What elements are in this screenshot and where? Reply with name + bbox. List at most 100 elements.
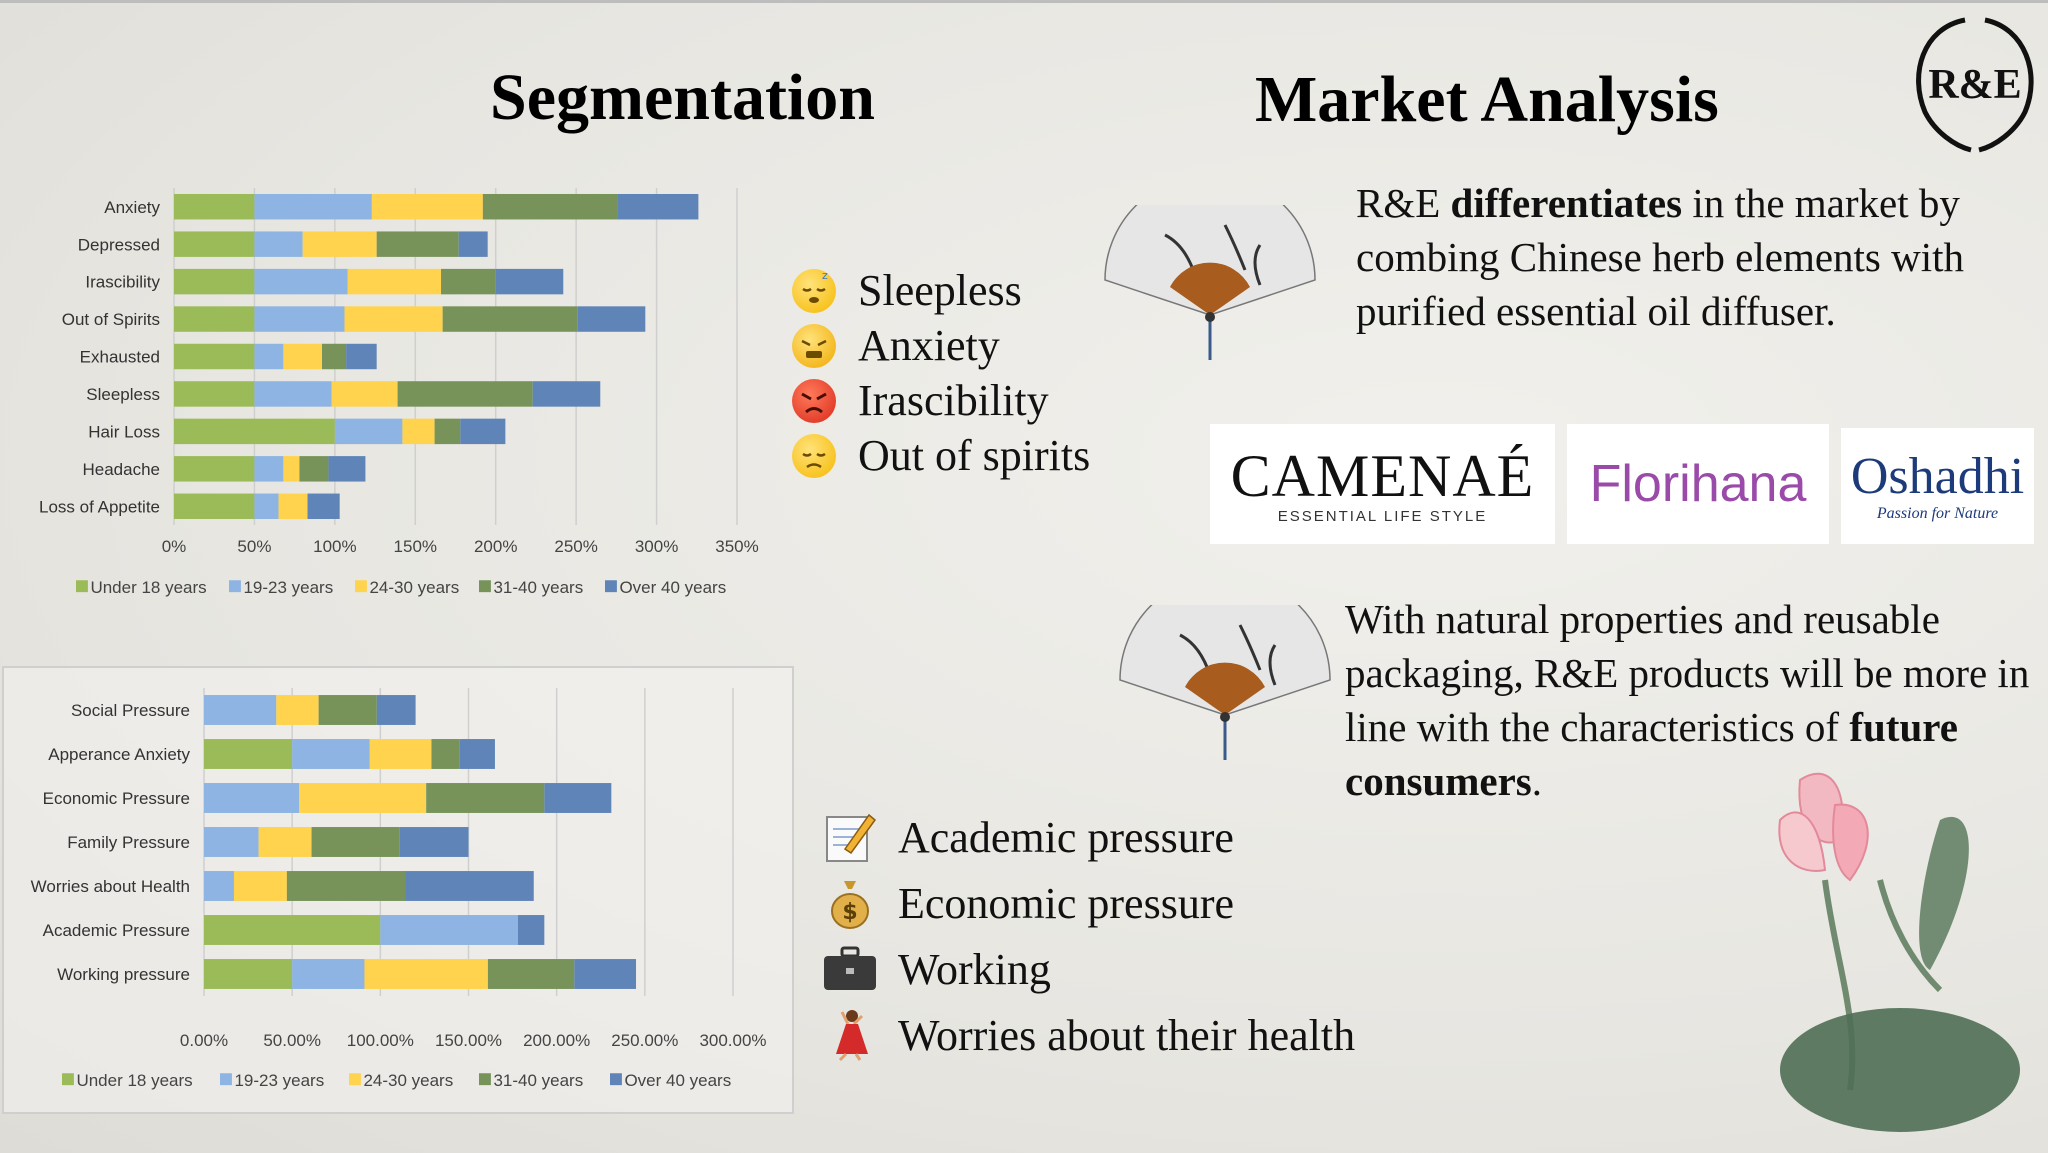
bar-irascibility-24-30-years (347, 268, 442, 295)
bar-out-of-spirits-31-40-years (442, 306, 578, 332)
chinese-fan-icon (1119, 605, 1331, 760)
bar-economic-pressure-31-40-years (426, 783, 545, 813)
legend-label-19-23-years: 19-23 years (234, 1071, 324, 1090)
pressure-label: Worries about their health (898, 1010, 1356, 1060)
bar-anxiety-over-40-years (617, 193, 699, 220)
bar-loss-of-appetite-24-30-years (278, 493, 308, 520)
bar-hair-loss-24-30-years (402, 418, 435, 445)
bar-worries-about-health-19-23-years (204, 871, 234, 901)
bar-sleepless-24-30-years (331, 381, 398, 407)
chart1-category-labels: Anxiety Depressed Irascibility Out of Spiri… (39, 198, 160, 517)
bar-headache-24-30-years (283, 456, 300, 482)
market-paragraph-2: With natural properties and reusable pac… (1345, 592, 2035, 808)
legend-label-under-18-years: Under 18 years (76, 1071, 192, 1090)
bar-worries-about-health-over-40-years (405, 871, 534, 901)
x-tick-label: 250% (554, 537, 597, 556)
anxious-face-icon (792, 323, 836, 368)
market-paragraph-1: R&E differentiates in the market by comb… (1356, 176, 2016, 338)
bar-economic-pressure-24-30-years (299, 783, 427, 813)
bar-economic-pressure-over-40-years (544, 783, 612, 813)
bar-family-pressure-19-23-years (204, 827, 259, 857)
disappointed-face-icon (792, 433, 836, 478)
category-apperance-anxiety: Apperance Anxiety (48, 745, 190, 764)
x-tick-label: 0.00% (180, 1031, 228, 1050)
bar-apperance-anxiety-19-23-years (292, 739, 370, 769)
list-item: Academic pressure (822, 804, 1355, 870)
bar-exhausted-under-18-years (174, 343, 255, 370)
bar-exhausted-19-23-years (254, 343, 284, 370)
re-logo: R&E (1916, 17, 2034, 153)
category-hair-loss: Hair Loss (88, 423, 160, 442)
dancer-icon (822, 1010, 878, 1062)
bar-sleepless-19-23-years (254, 381, 332, 407)
category-academic-pressure: Academic Pressure (43, 921, 190, 940)
category-depressed: Depressed (78, 235, 160, 254)
symptom-label: Irascibility (858, 376, 1049, 425)
category-economic-pressure: Economic Pressure (43, 789, 190, 808)
bar-hair-loss-31-40-years (434, 418, 461, 445)
x-tick-label: 150.00% (435, 1031, 502, 1050)
bar-social-pressure-31-40-years (318, 695, 377, 725)
list-item: $ Economic pressure (822, 870, 1355, 936)
legend-swatch (479, 580, 491, 593)
bar-loss-of-appetite-19-23-years (254, 493, 279, 520)
bar-apperance-anxiety-over-40-years (459, 739, 495, 769)
legend-swatch (610, 1073, 622, 1086)
bar-apperance-anxiety-31-40-years (431, 739, 460, 769)
legend-label-31-40-years: 31-40 years (493, 578, 583, 597)
bar-economic-pressure-19-23-years (204, 783, 300, 813)
bar-hair-loss-over-40-years (460, 418, 506, 445)
oshadhi-tagline: Passion for Nature (1876, 505, 1999, 522)
list-item: Irascibility (792, 373, 1090, 428)
symptom-label: Sleepless (858, 266, 1022, 315)
bar-sleepless-over-40-years (532, 381, 601, 407)
bar-sleepless-31-40-years (397, 381, 533, 407)
category-out-of-spirits: Out of Spirits (62, 310, 160, 329)
legend-swatch (76, 580, 88, 593)
bar-working-pressure-under-18-years (204, 959, 293, 989)
oshadhi-logo: Oshadhi Passion for Nature (1841, 428, 2034, 544)
category-anxiety: Anxiety (104, 198, 160, 217)
logo-text: R&E (1928, 62, 2021, 108)
x-tick-label: 200.00% (523, 1031, 590, 1050)
paragraph-bold: future consumers (1345, 704, 1958, 804)
paragraph-text: With natural properties and reusable pac… (1345, 596, 2030, 750)
bar-irascibility-31-40-years (441, 268, 496, 295)
x-tick-label: 100% (313, 537, 356, 556)
bar-out-of-spirits-24-30-years (344, 306, 443, 332)
symptom-label: Anxiety (858, 321, 1000, 370)
legend-swatch (349, 1073, 361, 1086)
list-item: Working (822, 936, 1355, 1002)
chart1-tick-labels: 0% 50% 100% 150% 200% 250% 300% 350% (162, 537, 759, 556)
list-item: Anxiety (792, 318, 1090, 373)
pressure-label: Working (898, 944, 1051, 994)
lotus-illustration (1778, 772, 2020, 1132)
bar-sleepless-under-18-years (174, 381, 255, 407)
bar-anxiety-31-40-years (482, 193, 618, 220)
florihana-name: Florihana (1589, 455, 1807, 513)
category-sleepless: Sleepless (86, 385, 160, 404)
svg-text:$: $ (842, 900, 857, 925)
x-tick-label: 300% (635, 537, 678, 556)
pressure-label: Academic pressure (898, 812, 1234, 862)
paragraph-text: R&E (1356, 180, 1451, 226)
bar-out-of-spirits-under-18-years (174, 306, 255, 332)
legend-label-under-18-years: Under 18 years (90, 578, 206, 597)
chinese-fan-icon (1104, 205, 1316, 360)
briefcase-icon (822, 944, 878, 994)
bar-social-pressure-19-23-years (204, 695, 277, 725)
x-tick-label: 250.00% (611, 1031, 678, 1050)
camenae-tagline: ESSENTIAL LIFE STYLE (1277, 507, 1488, 525)
list-item: z Sleepless (792, 263, 1090, 318)
symptom-list: z Sleepless Anxiety Irascibility Out of … (792, 263, 1090, 483)
x-tick-label: 150% (394, 537, 437, 556)
legend-swatch (605, 580, 617, 593)
bar-irascibility-under-18-years (174, 268, 255, 295)
bar-depressed-31-40-years (376, 231, 459, 257)
bar-headache-19-23-years (254, 456, 284, 482)
bar-exhausted-over-40-years (346, 343, 377, 370)
market-analysis-title: Market Analysis (1255, 63, 1719, 136)
bar-out-of-spirits-over-40-years (577, 306, 646, 332)
bar-loss-of-appetite-over-40-years (307, 493, 340, 520)
bar-academic-pressure-over-40-years (517, 915, 545, 945)
